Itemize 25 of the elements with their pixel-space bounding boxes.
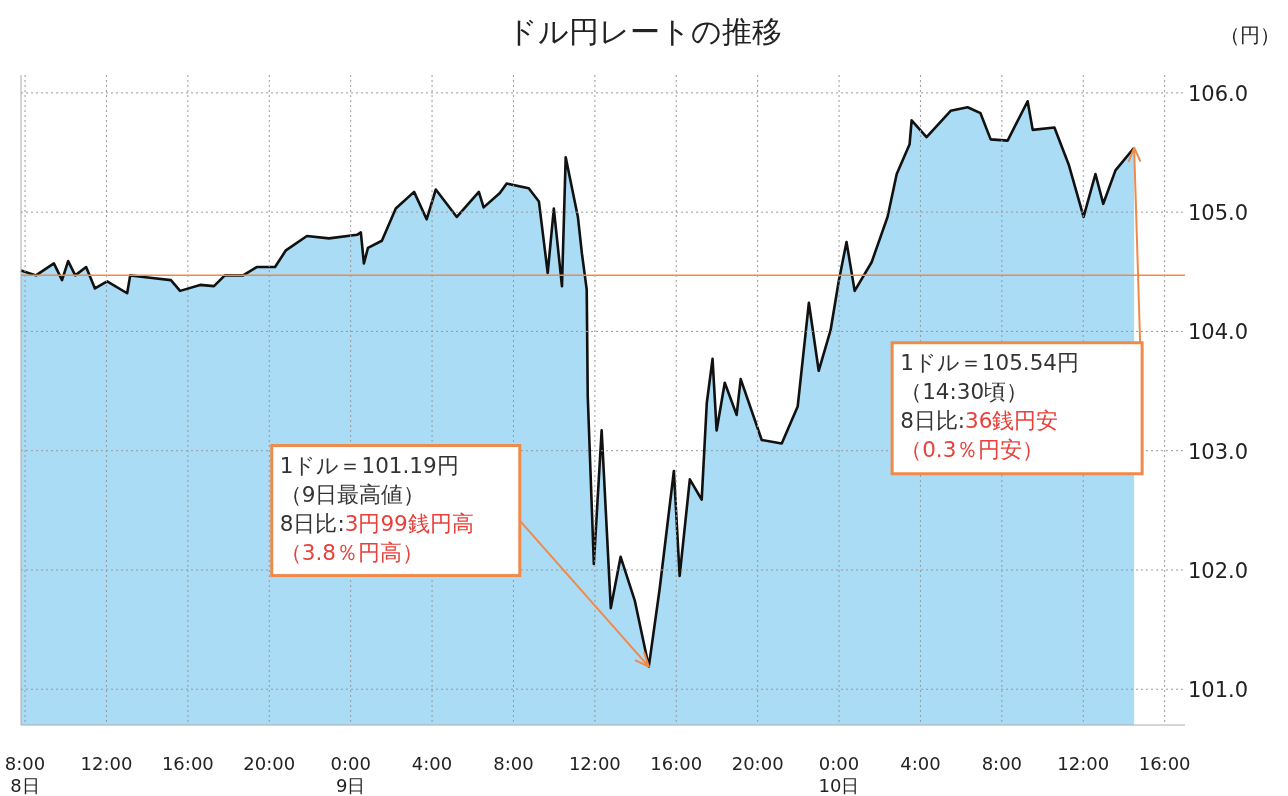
x-tick-label: 8:00 8日: [4, 753, 46, 796]
x-tick-label: 4:00: [900, 753, 941, 774]
y-axis-title: （円）: [1220, 23, 1280, 47]
annotation: 1ドル＝105.54円（14:30頃）8日比:36銭円安（0.3％円安）: [900, 349, 1080, 462]
y-tick-label: 102.0: [1187, 558, 1249, 583]
x-tick-label: 0:00 9日: [330, 753, 371, 796]
x-tick-label: 8:00: [981, 753, 1023, 774]
x-tick-label: 12:00: [1057, 753, 1110, 774]
y-tick-label: 103.0: [1187, 439, 1249, 464]
x-tick-label: 16:00: [650, 753, 703, 774]
x-tick-label: 16:00: [161, 753, 214, 774]
x-tick-label: 8:00: [493, 753, 534, 774]
annotation: 1ドル＝101.19円（9日最高値）8日比:3円99銭円高（3.8％円高）: [279, 452, 474, 565]
y-tick-label: 101.0: [1187, 678, 1249, 703]
x-tick-label: 0:00 10日: [818, 753, 860, 796]
x-tick-label: 16:00: [1138, 753, 1191, 774]
x-tick-label: 4:00: [411, 753, 453, 774]
x-tick-label: 12:00: [568, 753, 621, 774]
x-tick-label: 12:00: [80, 753, 133, 774]
x-tick-label: 20:00: [243, 753, 296, 774]
y-tick-label: 106.0: [1187, 81, 1249, 106]
x-tick-label: 20:00: [731, 753, 784, 774]
y-tick-label: 104.0: [1187, 320, 1249, 345]
chart-title: ドル円レートの推移: [506, 14, 782, 49]
y-tick-label: 105.0: [1187, 201, 1249, 226]
